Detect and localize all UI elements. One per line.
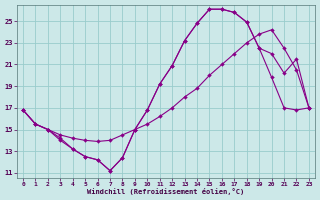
X-axis label: Windchill (Refroidissement éolien,°C): Windchill (Refroidissement éolien,°C) [87,188,244,195]
